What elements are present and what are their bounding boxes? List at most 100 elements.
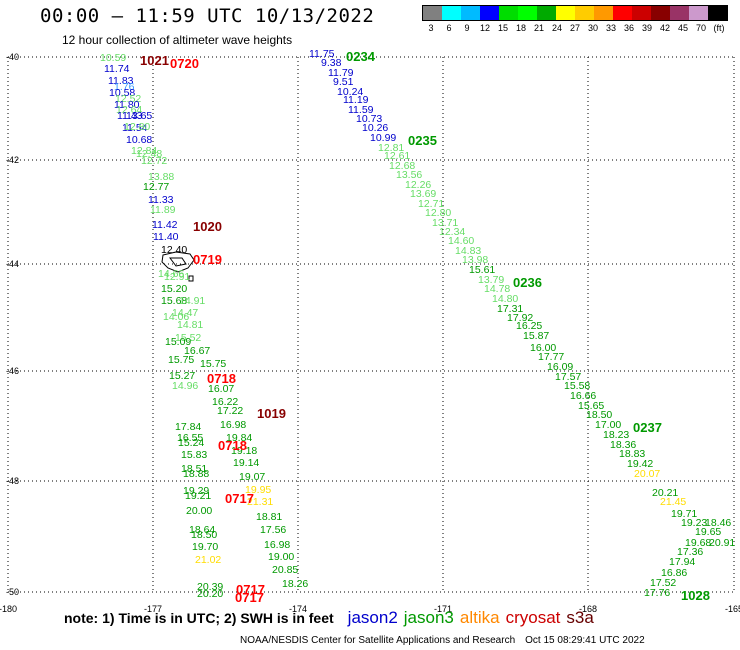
legend-swatch	[613, 6, 632, 20]
legend-swatch	[651, 6, 670, 20]
legend-label: 70	[695, 23, 706, 33]
lat-label: -48	[6, 476, 19, 486]
wave-height-label: 17.84	[175, 421, 201, 433]
wave-height-label: 18.23	[603, 429, 629, 441]
wave-height-label: 17.56	[260, 524, 286, 536]
time-tag: 0237	[633, 420, 662, 435]
wave-height-label: 21.45	[660, 496, 686, 508]
island-outline	[161, 251, 195, 282]
wave-height-label: 17.00	[595, 419, 621, 431]
lon-label: -171	[434, 604, 452, 614]
wave-height-label: 12.68	[389, 160, 415, 172]
wave-height-label: 14.60	[448, 235, 474, 247]
legend-swatches	[422, 5, 728, 21]
wave-height-label: 12.72	[141, 155, 167, 167]
legend-swatch	[480, 6, 499, 20]
wave-height-label: 15.24	[178, 437, 204, 449]
wave-height-label: 19.23	[681, 517, 707, 529]
time-tags: 1021 0720 0234 0235 1020 0719 0236 0718 1019 0718…	[140, 49, 710, 605]
wave-height-label: 19.68	[685, 537, 711, 549]
legend-label: 15	[497, 23, 508, 33]
wave-height-label: 12.80	[124, 121, 150, 133]
legend-label: 27	[569, 23, 580, 33]
note-text: note: 1) Time is in UTC; 2) SWH is in fe…	[64, 610, 334, 626]
wave-height-label: 20.00	[186, 505, 212, 517]
wave-height-label: 14.47	[172, 307, 198, 319]
wave-height-label: 16.98	[220, 419, 246, 431]
wave-height-label: 18.83	[619, 448, 645, 460]
wave-height-label: 11.79	[328, 67, 354, 79]
wave-height-label: 17.22	[217, 405, 243, 417]
wave-height-label: 13.79	[478, 274, 504, 286]
wave-height-label: 19.65	[695, 526, 721, 538]
wave-height-label: 12.80	[425, 207, 451, 219]
wave-height-label: 1.76	[114, 81, 135, 93]
time-tag: 0720	[170, 56, 199, 71]
wave-height-label: 11.83	[108, 75, 134, 87]
lon-label: -174	[289, 604, 307, 614]
wave-height-label: 9.51	[333, 76, 354, 88]
footer: NOAA/NESDIS Center for Satellite Applica…	[240, 635, 645, 646]
wave-height-label: 12.64	[116, 104, 142, 116]
wave-height-label: 12.81	[378, 142, 404, 154]
wave-height-label: 20.85	[272, 564, 298, 576]
wave-height-label: 14.78	[484, 283, 510, 295]
legend-swatch	[670, 6, 689, 20]
lon-label: -180	[0, 604, 17, 614]
wave-height-label: 11.42	[152, 219, 178, 231]
wave-height-label: 19.71	[671, 508, 697, 520]
legend-label: 30	[587, 23, 598, 33]
wave-height-label: 20.07	[634, 468, 660, 480]
legend-label: (ft)	[713, 23, 725, 33]
wave-height-label: 10.26	[362, 122, 388, 134]
wave-height-label: 16.00	[530, 342, 556, 354]
time-tag: 0717	[225, 491, 254, 506]
wave-height-label: 17.57	[555, 371, 581, 383]
wave-height-label: 17.31	[497, 303, 523, 315]
page-subtitle: 12 hour collection of altimeter wave hei…	[62, 33, 293, 47]
legend-swatch	[556, 6, 575, 20]
wave-height-label: 12.26	[405, 179, 431, 191]
legend-label: 24	[551, 23, 562, 33]
time-tag: 0717	[236, 582, 265, 597]
lat-label: -44	[6, 259, 19, 269]
wave-height-label: 12.40	[161, 244, 187, 256]
time-tag: 0234	[346, 49, 376, 64]
wave-height-label: 11.40	[153, 231, 179, 243]
lat-label: -50	[6, 587, 19, 597]
wave-height-label: 11.59	[348, 104, 374, 116]
legend-label: 39	[641, 23, 652, 33]
wave-height-label: 15.09	[165, 336, 191, 348]
wave-height-label: 16.07	[208, 383, 234, 395]
wave-height-label: 15.83	[181, 449, 207, 461]
wave-height-label: 13.56	[396, 169, 422, 181]
legend-swatch	[518, 6, 537, 20]
wave-height-label: 11.89	[150, 204, 176, 216]
wave-height-label: 18.50	[586, 409, 612, 421]
legend-jason2: jason2	[347, 608, 398, 627]
page-title: 00:00 – 11:59 UTC 10/13/2022	[40, 5, 375, 27]
wave-height-label: 18.26	[282, 578, 308, 590]
time-tag: 1019	[257, 406, 286, 421]
legend-swatch	[442, 6, 461, 20]
wave-height-label: 11.80	[114, 99, 140, 111]
legend-swatch	[423, 6, 442, 20]
legend-labels: 3 6 9 12 15 18 21 24 27 30 33 36 39 42 45 70 (ft)	[422, 23, 728, 35]
wave-height-label: 17.52	[650, 577, 676, 589]
wave-height-label: 10.24	[337, 86, 363, 98]
wave-height-label: 16.25	[516, 320, 542, 332]
wave-height-label: 15.87	[523, 330, 549, 342]
wave-height-label: 12.61	[384, 150, 410, 162]
wave-height-label: 18.81	[256, 511, 282, 523]
wave-height-label: 15.52	[175, 332, 201, 344]
wave-height-label: 17.94	[669, 556, 695, 568]
wave-height-label: 18.50	[191, 529, 217, 541]
axis-labels: -40 -42 -44 -46 -48 -50 -180 -177 -174 -171 -168 -1…	[0, 52, 740, 614]
wave-height-label: 9.38	[321, 57, 342, 69]
wave-height-label: 11.54	[122, 122, 148, 134]
legend-swatch	[537, 6, 556, 20]
wave-height-label: 19.18	[231, 445, 257, 457]
wave-height-label: 13.69	[410, 188, 436, 200]
wave-height-label: 16.66	[570, 390, 596, 402]
